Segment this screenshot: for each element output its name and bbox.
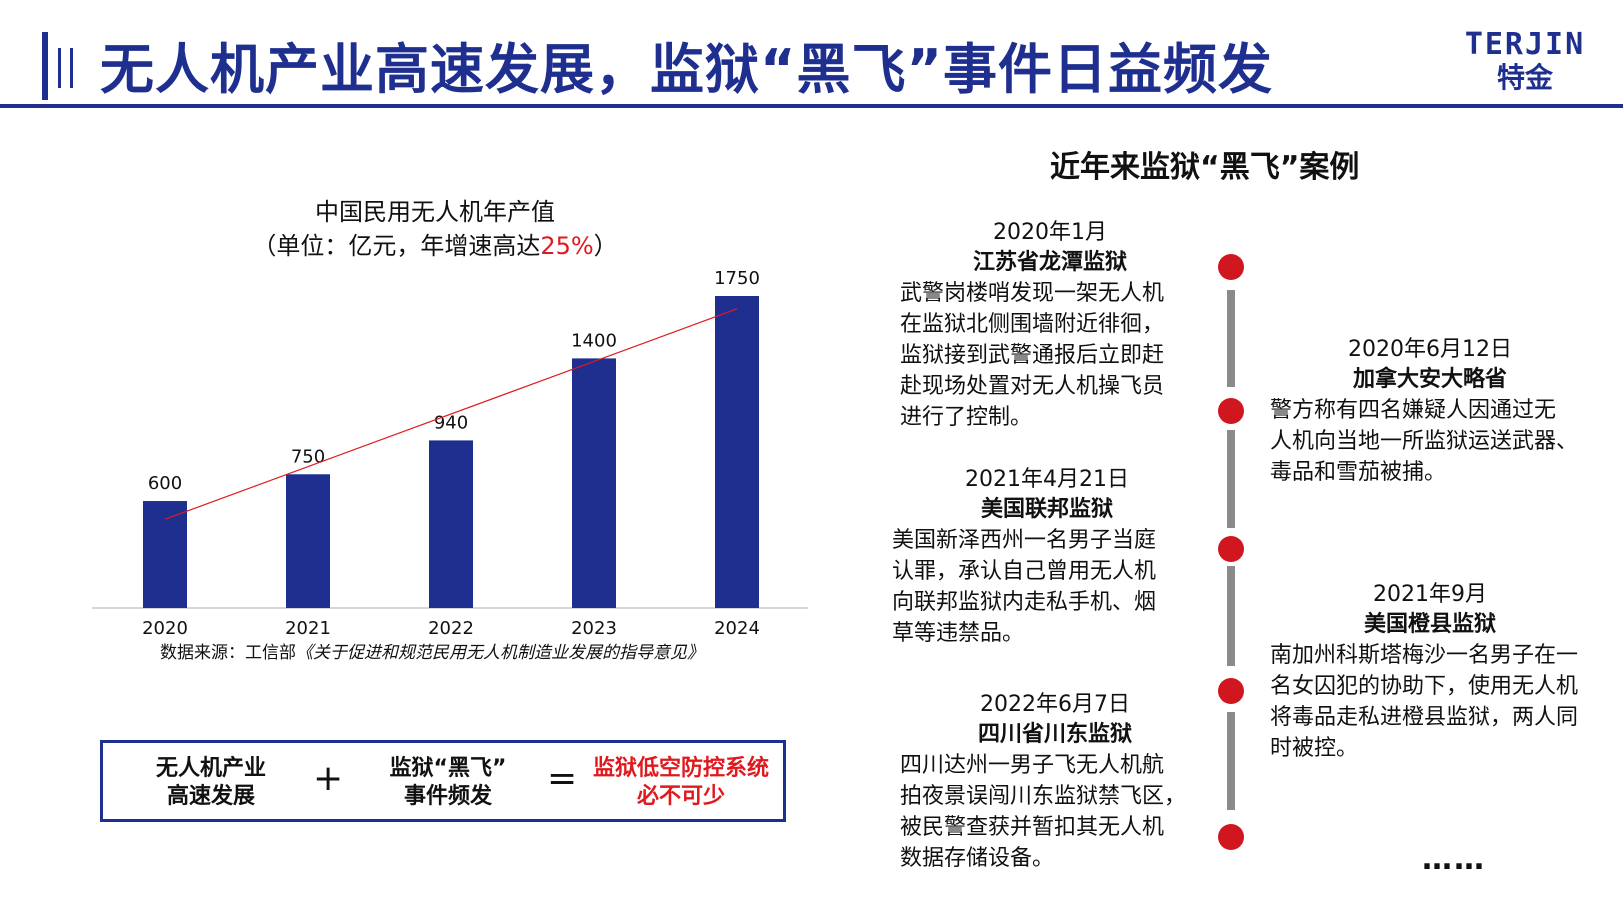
desc-line: 向联邦监狱内走私手机、烟 <box>892 590 1157 615</box>
case-card-orange-county: 2021年9月 美国橙县监狱 南加州科斯塔梅沙一名男子在一 名女囚犯的协助下，使… <box>1270 580 1610 764</box>
case-place: 四川省川东监狱 <box>977 722 1132 747</box>
desc-line: 南加州科斯塔梅沙一名男子在一 <box>1270 643 1579 668</box>
cases-title: 近年来监狱“黑飞”案例 <box>1050 150 1360 185</box>
desc-line: 进行了控制。 <box>900 405 1033 430</box>
case-date: 2021年9月 <box>1373 582 1487 607</box>
desc-line: 监狱接到武警通报后立即赶 <box>900 343 1165 368</box>
desc-line: 将毒品走私进橙县监狱，两人同 <box>1270 705 1579 730</box>
x-tick-2020: 2020 <box>142 618 188 639</box>
desc-line: 人机向当地一所监狱运送武器、 <box>1270 429 1579 454</box>
chart-subtitle-prefix: （单位：亿元，年增速高达 <box>252 232 541 260</box>
x-tick-2021: 2021 <box>285 618 331 639</box>
desc-line: 时被控。 <box>1270 736 1359 761</box>
timeline-segment <box>1227 290 1235 387</box>
term-line: 无人机产业 <box>155 756 266 781</box>
data-source-note: 数据来源：工信部《关于促进和规范民用无人机制造业发展的指导意见》 <box>160 638 704 663</box>
timeline-dot <box>1218 398 1244 424</box>
desc-line: 赴现场处置对无人机操飞员 <box>900 374 1165 399</box>
source-document: 《关于促进和规范民用无人机制造业发展的指导意见》 <box>296 643 704 663</box>
desc-line: 认罪，承认自己曾用无人机 <box>892 559 1157 584</box>
bar-2023 <box>572 358 616 608</box>
desc-line: 被民警查获并暂扣其无人机 <box>900 815 1165 840</box>
bar-2020 <box>143 501 187 608</box>
data-label-2020: 600 <box>148 473 182 494</box>
term-line: 事件频发 <box>403 784 492 809</box>
term-line: 高速发展 <box>166 784 255 809</box>
result-line: 必不可少 <box>636 784 725 809</box>
desc-line: 毒品和雪茄被捕。 <box>1270 460 1447 485</box>
desc-line: 草等违禁品。 <box>892 621 1025 646</box>
logo-text-en: TERJIN <box>1464 27 1586 62</box>
desc-line: 名女囚犯的协助下，使用无人机 <box>1270 674 1579 699</box>
case-card-ontario: 2020年6月12日 加拿大安大略省 警方称有四名嫌疑人因通过无 人机向当地一所… <box>1270 335 1610 488</box>
chart-subtitle-suffix: ） <box>593 232 618 260</box>
bar-2021 <box>286 474 330 608</box>
timeline-dot <box>1218 536 1244 562</box>
data-label-2023: 1400 <box>571 330 617 351</box>
case-card-federal: 2021年4月21日 美国联邦监狱 美国新泽西州一名男子当庭 认罪，承认自己曾用… <box>892 465 1202 649</box>
case-description: 四川达州一男子飞无人机航 拍夜景误闯川东监狱禁飞区， 被民警查获并暂扣其无人机 … <box>900 750 1210 874</box>
growth-rate-highlight: 25% <box>540 232 594 260</box>
x-tick-2023: 2023 <box>571 618 617 639</box>
logo-text-cn: 特金 <box>1496 61 1553 94</box>
equation-term-industry: 无人机产业 高速发展 <box>141 755 281 811</box>
desc-line: 美国新泽西州一名男子当庭 <box>892 528 1157 553</box>
equation-result: 监狱低空防控系统 必不可少 <box>589 755 773 811</box>
desc-line: 拍夜景误闯川东监狱禁飞区， <box>900 784 1187 809</box>
trend-line <box>164 308 738 520</box>
case-place: 美国橙县监狱 <box>1363 612 1496 637</box>
case-card-chuandong: 2022年6月7日 四川省川东监狱 四川达州一男子飞无人机航 拍夜景误闯川东监狱… <box>900 690 1210 874</box>
header-divider <box>0 104 1623 108</box>
case-description: 武警岗楼哨发现一架无人机 在监狱北侧围墙附近徘徊， 监狱接到武警通报后立即赶 赴… <box>900 278 1200 433</box>
timeline-segment <box>1227 430 1235 528</box>
timeline-dot <box>1218 254 1244 280</box>
desc-line: 四川达州一男子飞无人机航 <box>900 753 1165 778</box>
conclusion-box: 无人机产业 高速发展 + 监狱“黑飞” 事件频发 = 监狱低空防控系统 必不可少 <box>100 740 786 822</box>
equals-sign: = <box>547 758 578 799</box>
desc-line: 警方称有四名嫌疑人因通过无 <box>1270 398 1557 423</box>
x-tick-2024: 2024 <box>714 618 760 639</box>
case-place: 江苏省龙潭监狱 <box>972 250 1127 275</box>
plus-sign: + <box>313 758 344 799</box>
more-ellipsis: …… <box>1422 842 1486 877</box>
chart-subtitle: （单位：亿元，年增速高达25%） <box>90 226 780 261</box>
desc-line: 数据存储设备。 <box>900 846 1055 871</box>
case-date: 2020年6月12日 <box>1348 337 1512 362</box>
case-date: 2021年4月21日 <box>965 467 1129 492</box>
chart-title: 中国民用无人机年产值 <box>315 198 555 226</box>
timeline-dot <box>1218 678 1244 704</box>
x-tick-2022: 2022 <box>428 618 474 639</box>
desc-line: 在监狱北侧围墙附近徘徊， <box>900 312 1165 337</box>
timeline-segment <box>1227 712 1235 810</box>
data-label-2022: 940 <box>434 412 468 433</box>
data-label-2021: 750 <box>291 446 325 467</box>
term-line: 监狱“黑飞” <box>389 756 507 781</box>
case-date: 2022年6月7日 <box>980 692 1130 717</box>
bar-2024 <box>715 296 759 608</box>
case-place: 美国联邦监狱 <box>980 497 1113 522</box>
title-accent-bar <box>42 32 48 100</box>
equation-term-incidents: 监狱“黑飞” 事件频发 <box>373 755 523 811</box>
bar-2022 <box>429 440 473 608</box>
case-place: 加拿大安大略省 <box>1352 367 1507 392</box>
title-accent-bar-3 <box>70 48 73 88</box>
source-prefix: 数据来源：工信部 <box>160 643 296 663</box>
case-description: 美国新泽西州一名男子当庭 认罪，承认自己曾用无人机 向联邦监狱内走私手机、烟 草… <box>892 525 1202 649</box>
result-line: 监狱低空防控系统 <box>592 756 769 781</box>
case-description: 警方称有四名嫌疑人因通过无 人机向当地一所监狱运送武器、 毒品和雪茄被捕。 <box>1270 395 1610 488</box>
page-title: 无人机产业高速发展，监狱“黑飞”事件日益频发 <box>100 38 1273 101</box>
case-date: 2020年1月 <box>993 220 1107 245</box>
bar-chart: 600 2020 750 2021 940 2022 1400 2023 1750 2024 <box>92 268 808 639</box>
timeline-segment <box>1227 566 1235 666</box>
timeline-dot <box>1218 824 1244 850</box>
case-description: 南加州科斯塔梅沙一名男子在一 名女囚犯的协助下，使用无人机 将毒品走私进橙县监狱… <box>1270 640 1610 764</box>
title-accent-bar-2 <box>58 48 61 88</box>
desc-line: 武警岗楼哨发现一架无人机 <box>900 281 1165 306</box>
data-label-2024: 1750 <box>714 268 760 289</box>
case-card-longtan: 2020年1月 江苏省龙潭监狱 武警岗楼哨发现一架无人机 在监狱北侧围墙附近徘徊… <box>900 218 1200 433</box>
company-logo: TERJIN 特金 <box>1455 28 1595 94</box>
